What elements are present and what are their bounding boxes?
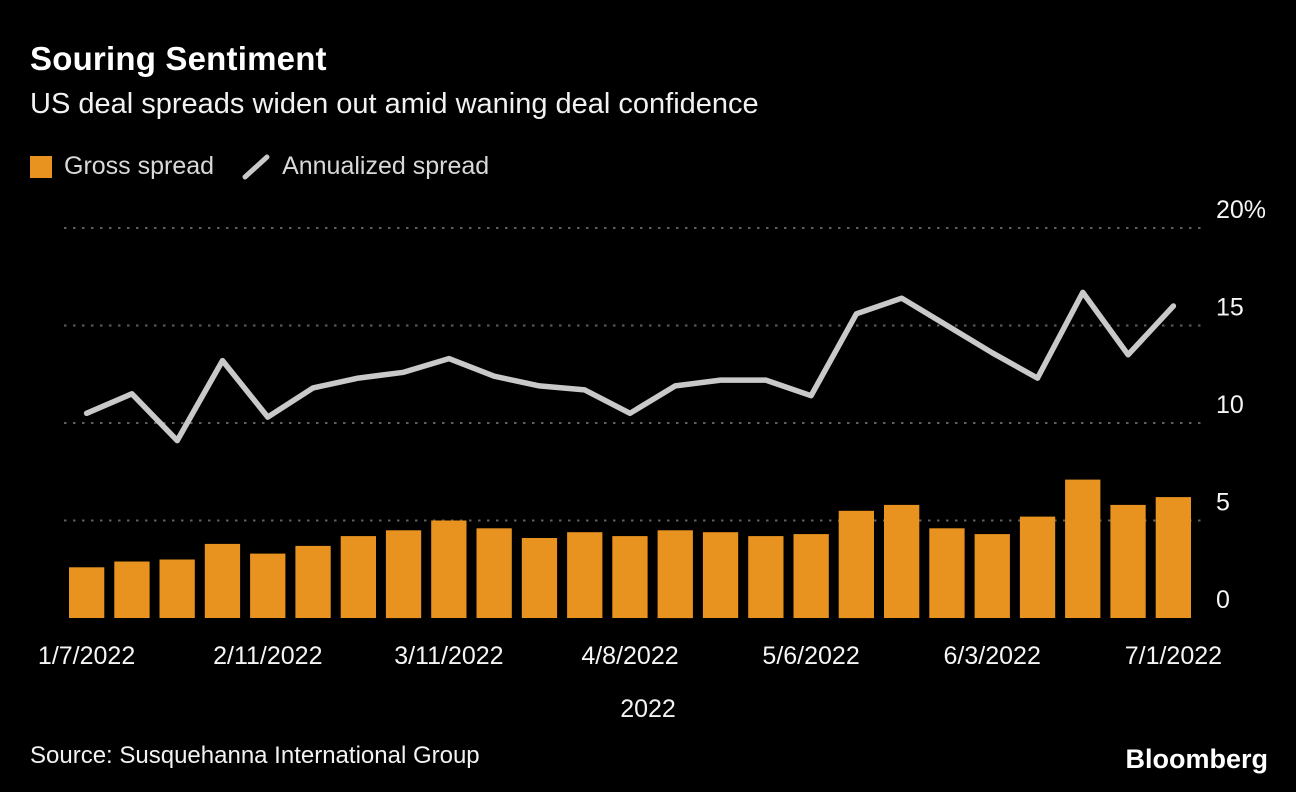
x-axis-label: 3/11/2022 <box>394 642 503 670</box>
x-axis-label: 4/8/2022 <box>581 642 678 670</box>
y-axis-label: 0 <box>1216 586 1230 614</box>
bar <box>612 536 648 618</box>
legend-item-gross-spread: Gross spread <box>30 152 214 181</box>
bar <box>250 553 286 618</box>
annualized-spread-line <box>83 289 1177 444</box>
x-axis-title: 2022 <box>620 695 676 723</box>
bar <box>385 530 422 619</box>
bar <box>567 532 603 618</box>
bar <box>521 538 558 618</box>
bar <box>748 536 784 618</box>
y-axis-label: 5 <box>1216 489 1230 517</box>
source-note: Source: Susquehanna International Group <box>30 742 480 769</box>
chart-subtitle: US deal spreads widen out amid waning de… <box>30 88 759 120</box>
line-swatch-icon <box>242 154 270 179</box>
x-axis-label: 2/11/2022 <box>213 642 322 670</box>
bar <box>340 536 376 618</box>
x-axis-label: 7/1/2022 <box>1125 642 1222 670</box>
bar <box>204 543 241 618</box>
bar <box>838 510 874 619</box>
bar <box>1155 497 1191 618</box>
y-axis-label: 20% <box>1216 196 1266 224</box>
bar <box>69 567 105 618</box>
legend-item-annualized-spread: Annualized spread <box>242 152 489 181</box>
legend: Gross spread Annualized spread <box>30 152 489 181</box>
bar <box>884 504 920 618</box>
bar <box>295 545 331 618</box>
brand-logo: Bloomberg <box>1125 744 1268 774</box>
bar <box>431 520 467 618</box>
bar <box>159 559 195 618</box>
bar <box>929 528 965 618</box>
y-axis-label: 15 <box>1216 294 1244 322</box>
bar <box>793 534 829 618</box>
x-axis-label: 5/6/2022 <box>762 642 859 670</box>
legend-label-gross-spread: Gross spread <box>64 152 215 180</box>
bar <box>476 528 512 618</box>
bar-swatch-icon <box>30 155 52 178</box>
bar <box>974 534 1010 618</box>
bar <box>1110 504 1146 618</box>
bar <box>657 530 693 619</box>
chart-title: Souring Sentiment <box>30 40 327 77</box>
bar <box>702 532 739 618</box>
bar <box>1065 479 1101 618</box>
legend-label-annualized-spread: Annualized spread <box>282 152 490 180</box>
bar <box>114 561 150 618</box>
bar <box>1019 516 1056 618</box>
y-axis-label: 10 <box>1216 391 1244 419</box>
x-axis-label: 1/7/2022 <box>38 642 135 670</box>
x-axis-label: 6/3/2022 <box>944 642 1041 670</box>
